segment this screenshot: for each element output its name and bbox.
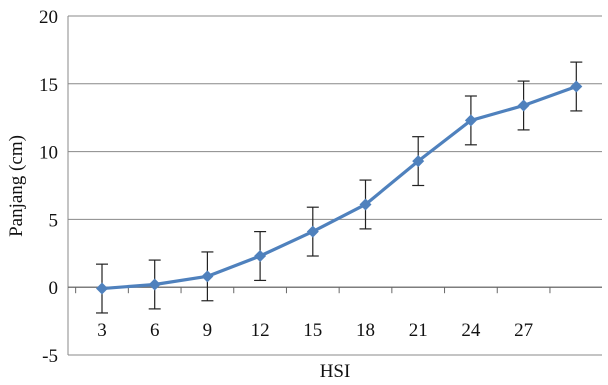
series-polyline xyxy=(101,85,577,291)
x-tick-label: 6 xyxy=(150,320,160,341)
series-markers xyxy=(96,80,583,295)
series-line xyxy=(101,85,577,291)
x-tick-label: 21 xyxy=(409,320,428,341)
gridlines xyxy=(67,15,602,356)
y-tick-label: 10 xyxy=(39,143,58,164)
x-tick-label: 12 xyxy=(251,320,270,341)
data-point xyxy=(517,99,530,112)
x-axis-title: HSI xyxy=(320,361,351,382)
x-tick-label: 3 xyxy=(97,320,107,341)
y-axis-title: Panjang (cm) xyxy=(6,135,27,237)
x-tick-label: 24 xyxy=(461,320,481,341)
data-point xyxy=(412,155,425,168)
x-tick-label: 9 xyxy=(203,320,213,341)
y-tick-label: 5 xyxy=(49,210,59,231)
data-point xyxy=(201,270,214,283)
x-axis: 3 6 9 12 15 18 21 24 27 xyxy=(68,286,602,341)
data-point xyxy=(254,250,267,263)
error-bars xyxy=(96,61,583,314)
x-tick-label: 27 xyxy=(514,320,533,341)
y-tick-label: -5 xyxy=(42,346,58,367)
data-point xyxy=(96,282,108,295)
x-tick-label: 18 xyxy=(356,320,375,341)
data-point xyxy=(464,114,477,127)
y-tick-label: 20 xyxy=(39,7,58,28)
data-point xyxy=(570,80,583,93)
data-point xyxy=(148,278,161,291)
y-tick-label: 0 xyxy=(49,278,59,299)
y-tick-label: 15 xyxy=(39,75,58,96)
data-point xyxy=(306,225,319,238)
data-point xyxy=(359,198,372,211)
x-tick-label: 15 xyxy=(303,320,322,341)
y-axis-ticks: -5 0 5 10 15 20 xyxy=(39,7,58,367)
